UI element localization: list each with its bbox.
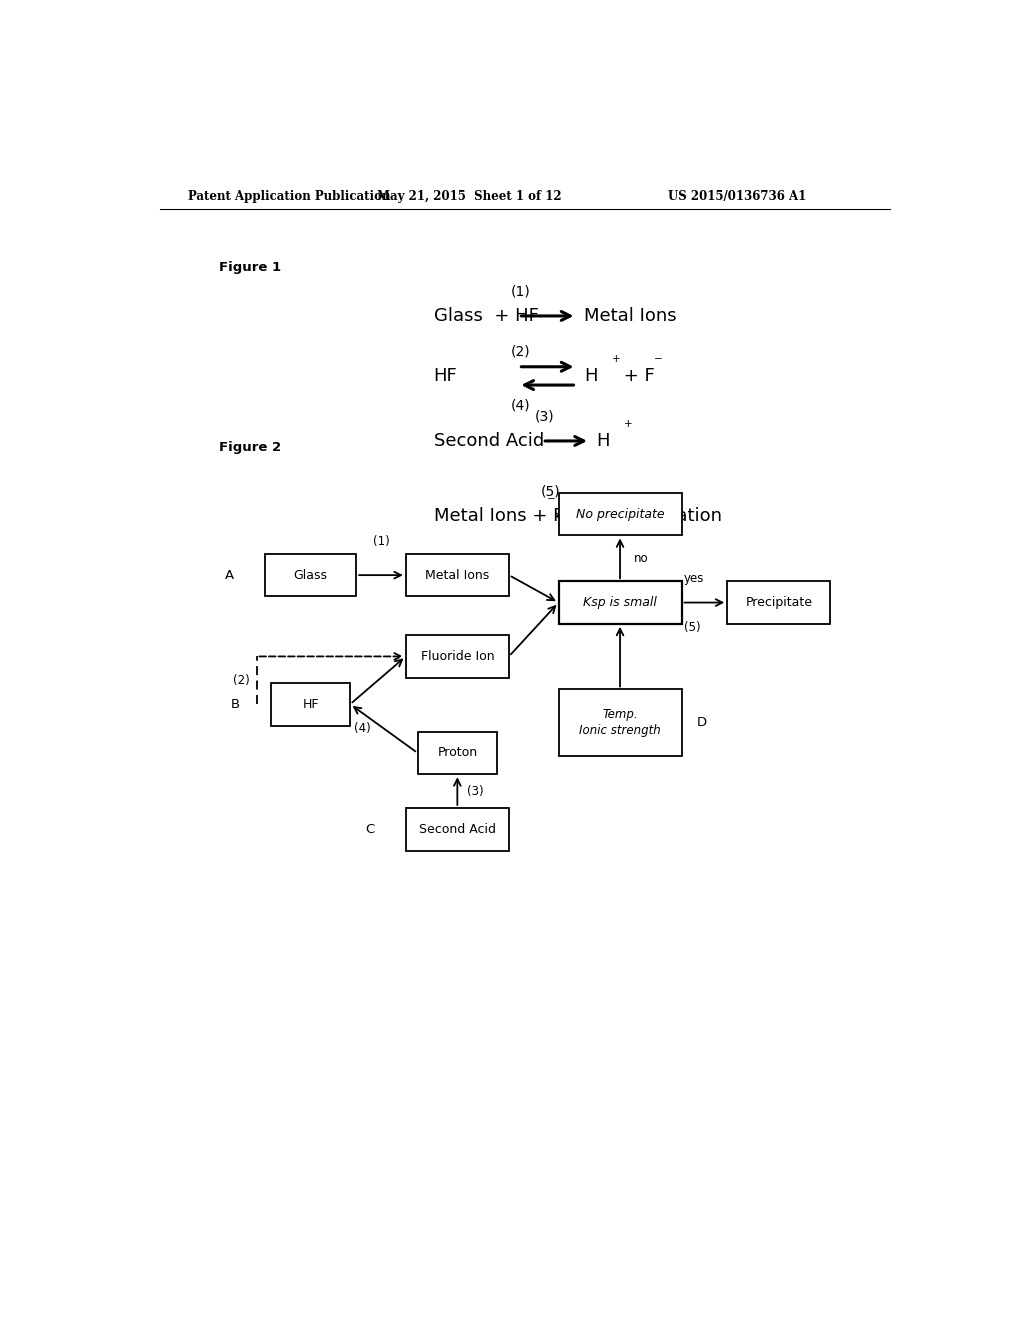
Text: Glass  + HF: Glass + HF [433, 308, 539, 325]
Text: (2): (2) [233, 673, 250, 686]
Text: B: B [230, 698, 240, 710]
Text: HF: HF [302, 698, 318, 710]
Text: C: C [366, 822, 375, 836]
Text: no: no [634, 552, 649, 565]
Text: yes: yes [684, 573, 705, 585]
Text: Metal Ions + F: Metal Ions + F [433, 507, 563, 525]
Text: H: H [585, 367, 598, 385]
Text: (5): (5) [541, 484, 561, 499]
Text: (1): (1) [511, 285, 530, 298]
Text: Precipitation: Precipitation [609, 507, 723, 525]
FancyBboxPatch shape [558, 581, 682, 624]
FancyBboxPatch shape [558, 689, 682, 755]
Text: Temp.
Ionic strength: Temp. Ionic strength [580, 708, 660, 737]
Text: Fluoride Ion: Fluoride Ion [421, 649, 495, 663]
Text: (3): (3) [467, 784, 483, 797]
Text: −: − [654, 354, 663, 364]
Text: −: − [547, 494, 556, 504]
Text: H: H [596, 432, 609, 450]
Text: + F: + F [618, 367, 655, 385]
Text: May 21, 2015  Sheet 1 of 12: May 21, 2015 Sheet 1 of 12 [377, 190, 561, 202]
Text: A: A [224, 569, 233, 582]
Text: Second Acid: Second Acid [419, 822, 496, 836]
Text: (2): (2) [511, 345, 530, 359]
FancyBboxPatch shape [265, 554, 356, 597]
Text: +: + [624, 418, 633, 429]
Text: D: D [696, 715, 707, 729]
Text: No precipitate: No precipitate [575, 508, 665, 520]
Text: (4): (4) [511, 399, 530, 412]
Text: +: + [612, 354, 621, 364]
Text: Patent Application Publication: Patent Application Publication [187, 190, 390, 202]
Text: Figure 2: Figure 2 [219, 441, 282, 454]
Text: (5): (5) [684, 620, 700, 634]
Text: (1): (1) [373, 535, 389, 548]
FancyBboxPatch shape [406, 554, 509, 597]
Text: Metal Ions: Metal Ions [425, 569, 489, 582]
FancyBboxPatch shape [406, 808, 509, 850]
Text: Proton: Proton [437, 747, 477, 759]
Text: Metal Ions: Metal Ions [585, 308, 677, 325]
Text: (4): (4) [354, 722, 371, 735]
FancyBboxPatch shape [558, 492, 682, 536]
Text: Second Acid: Second Acid [433, 432, 544, 450]
Text: Glass: Glass [294, 569, 328, 582]
Text: Figure 1: Figure 1 [219, 260, 282, 273]
Text: HF: HF [433, 367, 458, 385]
Text: (3): (3) [535, 409, 554, 424]
Text: US 2015/0136736 A1: US 2015/0136736 A1 [668, 190, 806, 202]
FancyBboxPatch shape [418, 731, 497, 775]
FancyBboxPatch shape [406, 635, 509, 677]
FancyBboxPatch shape [727, 581, 830, 624]
FancyBboxPatch shape [270, 682, 350, 726]
Text: Precipitate: Precipitate [745, 597, 812, 609]
Text: Ksp is small: Ksp is small [583, 597, 657, 609]
